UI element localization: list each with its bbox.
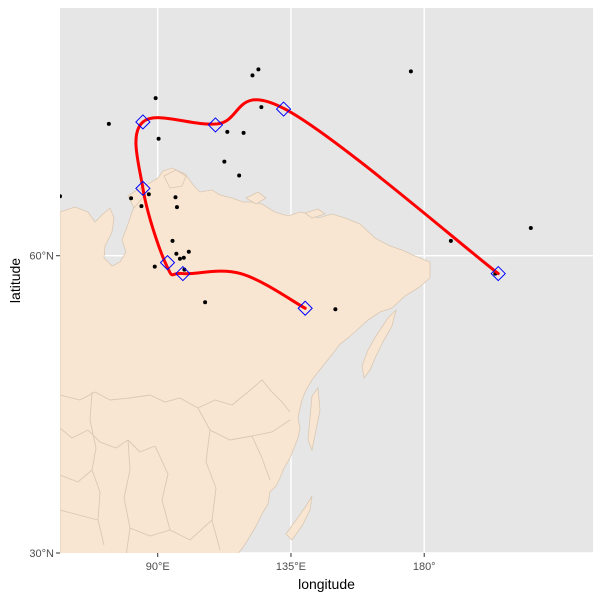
waypoint-marker: [275, 101, 292, 117]
observation-point: [60, 194, 62, 199]
observation-point: [528, 225, 533, 230]
observation-point: [106, 121, 111, 126]
observation-point: [174, 251, 179, 256]
x-tick-label: 135°E: [276, 561, 306, 573]
observation-point: [250, 73, 255, 78]
observation-point: [186, 249, 191, 254]
observation-point: [203, 300, 208, 305]
waypoint-marker: [490, 265, 506, 282]
observation-points: [60, 67, 533, 312]
observation-point: [225, 129, 230, 134]
waypoint-marker: [135, 180, 151, 197]
observation-point: [333, 307, 338, 312]
waypoint-marker: [207, 117, 224, 133]
x-axis-title: longitude: [298, 576, 355, 592]
country-borders: [60, 379, 291, 553]
observation-point: [170, 238, 175, 243]
observation-point: [139, 204, 144, 209]
observation-point: [181, 255, 186, 260]
observation-point: [129, 196, 134, 201]
observation-point: [222, 159, 227, 164]
axes: 90°E 135°E 180° 30°N 60°N: [29, 251, 435, 573]
observation-point: [448, 238, 453, 243]
observation-point: [153, 96, 158, 101]
observation-point: [174, 205, 179, 210]
waypoint-marker: [135, 114, 151, 130]
land-polygon: [60, 167, 431, 553]
y-axis-title: latitude: [7, 258, 23, 303]
observation-point: [146, 192, 151, 197]
observation-point: [259, 105, 264, 110]
observation-point: [173, 195, 178, 200]
x-tick-label: 180°: [413, 561, 436, 573]
observation-point: [408, 69, 413, 74]
observation-point: [256, 67, 261, 72]
landmass-layer: [60, 167, 431, 553]
x-tick-label: 90°E: [146, 561, 170, 573]
observation-point: [237, 173, 242, 178]
route-waypoints: [135, 101, 506, 316]
y-tick-label: 60°N: [29, 251, 54, 263]
waypoint-marker: [297, 300, 313, 316]
observation-point: [156, 136, 161, 141]
route-line: [134, 98, 500, 310]
observation-point: [152, 264, 157, 269]
observation-point: [177, 256, 182, 261]
waypoint-marker: [159, 254, 176, 271]
observation-point: [241, 130, 246, 135]
y-tick-label: 30°N: [29, 548, 54, 560]
waypoint-marker: [175, 265, 191, 282]
